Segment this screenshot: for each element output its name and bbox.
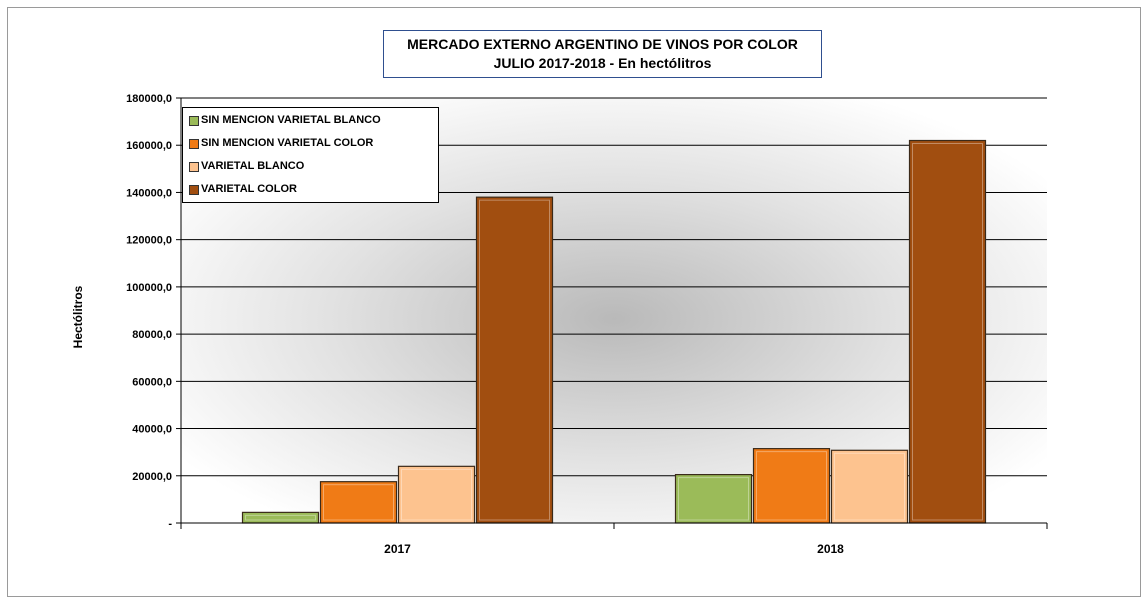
bar-bevel [756,451,827,521]
bar [397,465,476,524]
y-tick-label: 60000,0 [132,376,172,388]
bar-bevel [245,514,316,521]
y-tick-labels: - 20000,0 40000,0 60000,0 80000,0 100000,0 120… [126,93,172,530]
legend-item-varietal-blanco: VARIETAL BLANCO [189,158,438,181]
x-tick-labels: 2017 2018 [384,542,844,556]
legend-swatch [189,139,199,149]
bar [908,139,987,524]
axes [180,98,1048,529]
y-tick-label: - [168,518,172,530]
legend-label: SIN MENCION VARIETAL COLOR [201,137,374,149]
legend-label: SIN MENCION VARIETAL BLANCO [201,114,381,126]
y-tick-label: 20000,0 [132,471,172,483]
bar-bevel [678,477,749,521]
x-tick-label: 2018 [817,542,844,556]
bar-bevel [912,143,983,521]
bar [241,511,320,524]
bar-bevel [323,484,394,521]
bar-bevel [401,468,472,521]
grid-lines [176,97,1047,524]
chart-title-box: MERCADO EXTERNO ARGENTINO DE VINOS POR C… [383,30,822,78]
chart-subtitle: JULIO 2017-2018 - En hectólitros [493,55,712,71]
bars [241,139,987,524]
legend-swatch [189,162,199,172]
bar [830,449,909,524]
bar-bevel [479,199,550,521]
legend-item-sin-mencion-varietal-color: SIN MENCION VARIETAL COLOR [189,135,438,158]
x-tick-label: 2017 [384,542,411,556]
bar [674,473,753,524]
bar-bevel [834,452,905,521]
y-tick-label: 120000,0 [126,235,172,247]
y-tick-label: 40000,0 [132,424,172,436]
y-tick-label: 140000,0 [126,187,172,199]
legend-label: VARIETAL BLANCO [201,160,305,172]
legend-swatch [189,116,199,126]
bar [475,196,554,524]
y-tick-label: 180000,0 [126,93,172,105]
legend-swatch [189,185,199,195]
y-tick-label: 100000,0 [126,282,172,294]
legend-item-varietal-color: VARIETAL COLOR [189,181,438,204]
y-tick-label: 160000,0 [126,140,172,152]
y-axis-label: Hectólitros [71,285,85,349]
y-tick-label: 80000,0 [132,329,172,341]
bar [752,448,831,524]
bar [319,481,398,524]
legend-label: VARIETAL COLOR [201,183,297,195]
legend-item-sin-mencion-varietal-blanco: SIN MENCION VARIETAL BLANCO [189,112,438,135]
chart-title: MERCADO EXTERNO ARGENTINO DE VINOS POR C… [407,36,798,52]
legend: SIN MENCION VARIETAL BLANCO SIN MENCION … [182,107,439,203]
